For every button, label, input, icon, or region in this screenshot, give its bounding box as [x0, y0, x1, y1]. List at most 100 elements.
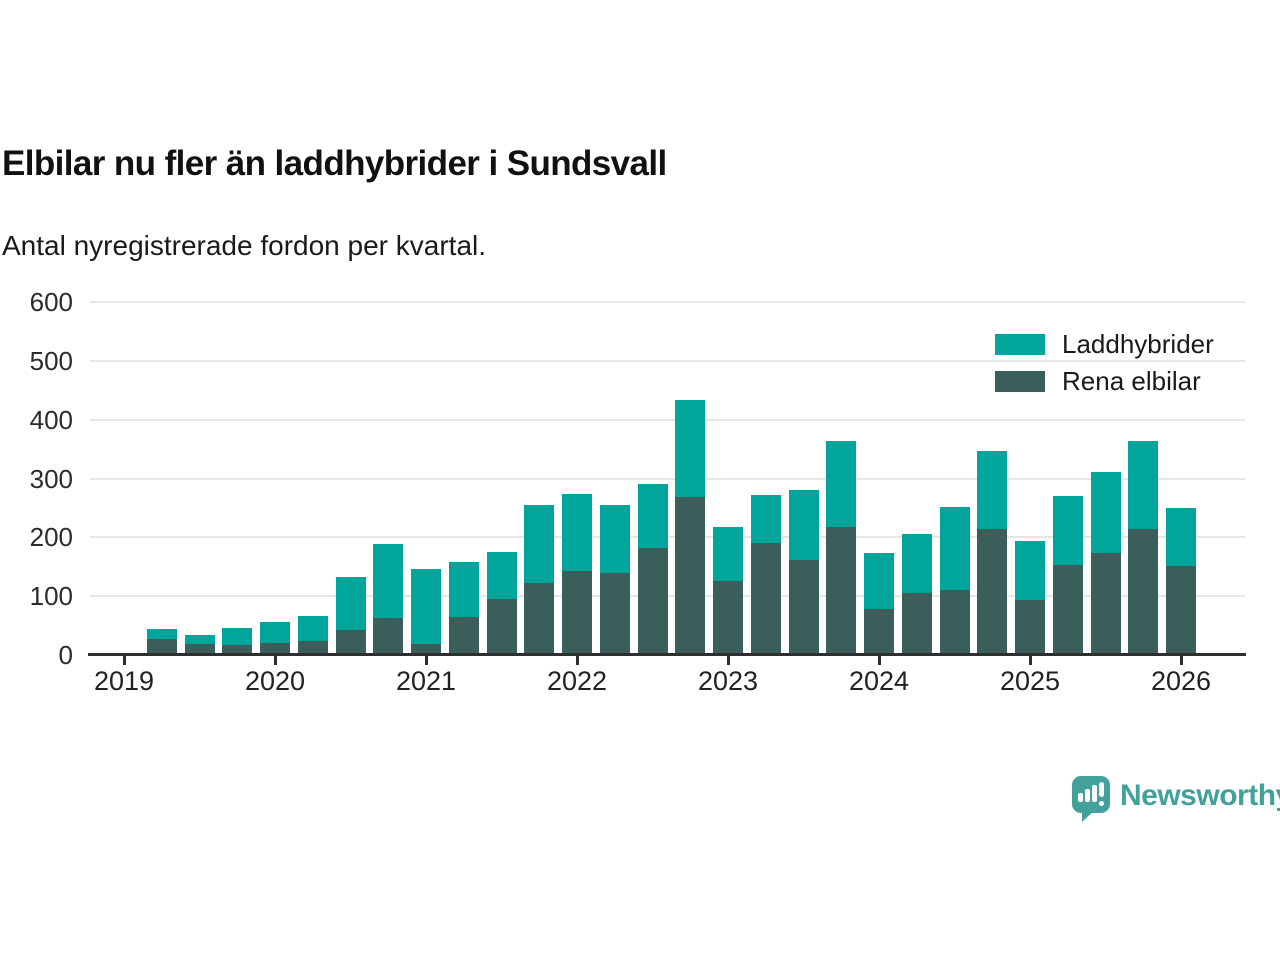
bar-segment-rena-elbilar	[260, 643, 290, 655]
bar-segment-laddhybrider	[977, 450, 1008, 530]
x-axis-tick	[1029, 656, 1032, 665]
bar-segment-laddhybrider	[788, 489, 819, 560]
y-axis-label: 600	[29, 287, 73, 317]
gridline-400	[90, 418, 1245, 421]
legend-swatch-rena-elbilar	[995, 371, 1045, 392]
legend-item-laddhybrider: Laddhybrider	[995, 326, 1218, 363]
bar-segment-rena-elbilar	[637, 547, 668, 655]
x-axis-label: 2023	[697, 666, 759, 696]
bar-segment-rena-elbilar	[562, 570, 592, 655]
x-axis-line	[88, 653, 1246, 656]
gridline-600	[90, 301, 1245, 303]
newsworthy-wordmark: Newsworthy	[1120, 779, 1280, 812]
bar-segment-laddhybrider	[1052, 496, 1083, 565]
bar-segment-laddhybrider	[675, 399, 706, 498]
y-axis-label: 200	[29, 522, 73, 553]
bar-segment-laddhybrider	[713, 526, 743, 581]
bar-segment-rena-elbilar	[599, 573, 630, 655]
bar-segment-laddhybrider	[448, 562, 479, 617]
gridline-500	[90, 359, 1245, 362]
x-axis-label: 2024	[848, 666, 910, 696]
bar-segment-laddhybrider	[562, 493, 592, 571]
bar-segment-rena-elbilar	[901, 593, 932, 655]
bar-segment-laddhybrider	[184, 635, 215, 644]
bar-segment-rena-elbilar	[373, 617, 404, 655]
bar-segment-laddhybrider	[524, 505, 555, 584]
logo-bar-icon	[1092, 785, 1097, 802]
bar-segment-rena-elbilar	[713, 580, 743, 655]
x-axis-tick	[727, 656, 730, 665]
x-axis-label: 2022	[546, 666, 608, 696]
gridline-200	[90, 536, 1245, 539]
chart-subtitle: Antal nyregistrerade fordon per kvartal.	[2, 230, 487, 261]
x-axis-label: 2019	[93, 666, 155, 696]
bar-segment-laddhybrider	[411, 568, 441, 644]
y-axis-label: 100	[29, 581, 73, 612]
bar-segment-laddhybrider	[1166, 508, 1196, 567]
bar-segment-rena-elbilar	[146, 638, 177, 655]
bar-segment-rena-elbilar	[1166, 566, 1196, 655]
bar-segment-rena-elbilar	[486, 599, 517, 655]
newsworthy-logo-icon	[1072, 776, 1110, 813]
plot-area	[90, 301, 1245, 655]
bar-segment-rena-elbilar	[524, 583, 555, 655]
bar-segment-rena-elbilar	[335, 630, 366, 655]
legend-label: Rena elbilar	[1062, 366, 1205, 397]
bar-segment-laddhybrider	[1015, 540, 1045, 600]
y-axis-label: 500	[29, 345, 73, 376]
gridline-300	[90, 477, 1245, 480]
bar-segment-rena-elbilar	[1128, 529, 1159, 655]
bar-segment-rena-elbilar	[297, 640, 328, 655]
x-axis-label: 2020	[244, 666, 306, 696]
bar-segment-rena-elbilar	[864, 609, 894, 655]
bar-segment-laddhybrider	[146, 628, 177, 639]
bar-segment-rena-elbilar	[788, 559, 819, 655]
x-axis-label: 2025	[999, 666, 1061, 696]
bar-segment-rena-elbilar	[939, 590, 970, 655]
bar-segment-laddhybrider	[222, 627, 253, 645]
bar-segment-laddhybrider	[486, 552, 517, 600]
y-axis-label: 300	[29, 463, 73, 494]
x-axis-label: 2026	[1150, 666, 1212, 696]
bar-segment-rena-elbilar	[1090, 553, 1121, 655]
x-axis-tick	[425, 656, 428, 665]
x-axis-tick	[1180, 656, 1183, 665]
logo-bar-icon	[1078, 793, 1083, 802]
logo-exclamation-icon	[1099, 782, 1104, 797]
bar-segment-laddhybrider	[599, 505, 630, 574]
bar-segment-rena-elbilar	[977, 529, 1008, 655]
logo-exclamation-dot-icon	[1099, 801, 1104, 806]
bar-segment-laddhybrider	[750, 495, 781, 544]
bar-segment-laddhybrider	[864, 553, 894, 610]
bar-segment-rena-elbilar	[411, 643, 441, 655]
logo-bar-icon	[1085, 789, 1090, 802]
y-axis-label: 0	[58, 640, 73, 670]
bar-segment-laddhybrider	[335, 577, 366, 631]
bar-segment-laddhybrider	[260, 622, 290, 644]
bar-segment-rena-elbilar	[448, 616, 479, 655]
bar-segment-laddhybrider	[297, 616, 328, 641]
bar-segment-rena-elbilar	[1015, 599, 1045, 655]
bar-segment-rena-elbilar	[1052, 565, 1083, 655]
bar-segment-laddhybrider	[901, 533, 932, 594]
x-axis-tick	[274, 656, 277, 665]
bar-segment-rena-elbilar	[675, 497, 706, 655]
legend-item-rena-elbilar: Rena elbilar	[995, 363, 1218, 400]
y-axis-label: 400	[29, 404, 73, 435]
bar-segment-laddhybrider	[939, 506, 970, 591]
bar-segment-laddhybrider	[637, 483, 668, 548]
bar-segment-laddhybrider	[373, 543, 404, 618]
bar-segment-laddhybrider	[1090, 472, 1121, 554]
newsworthy-logo-tail	[1082, 810, 1095, 822]
bar-segment-rena-elbilar	[826, 526, 857, 655]
gridline-100	[90, 595, 1245, 598]
x-axis-tick	[576, 656, 579, 665]
legend-swatch-laddhybrider	[995, 334, 1045, 355]
chart-title: Elbilar nu fler än laddhybrider i Sundsv…	[2, 144, 667, 183]
x-axis-tick	[123, 656, 126, 665]
x-axis-tick	[878, 656, 881, 665]
x-axis-label: 2021	[395, 666, 457, 696]
legend-label: Laddhybrider	[1062, 329, 1218, 360]
bar-segment-laddhybrider	[826, 440, 857, 527]
